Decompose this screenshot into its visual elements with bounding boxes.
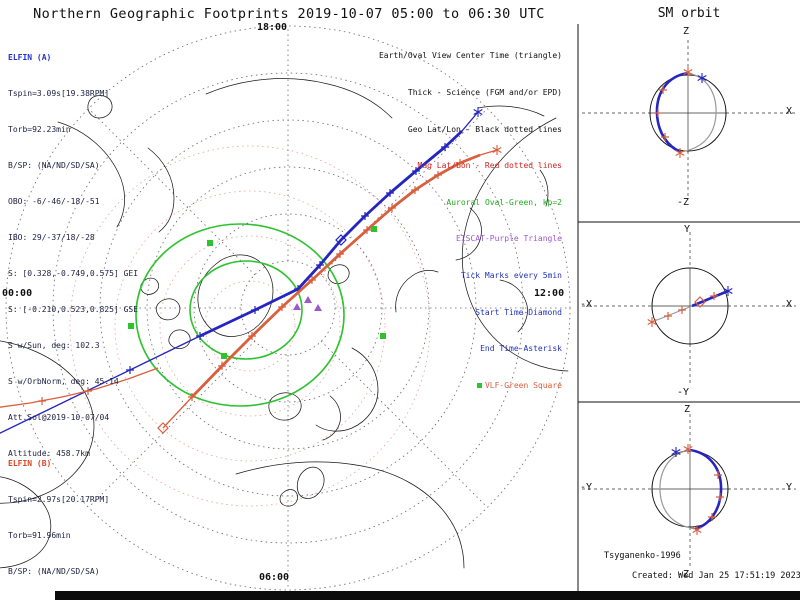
legend-line: Tick Marks every 5min	[460, 271, 562, 281]
elfin-a-line: OBO: -6/-46/-18/-51	[8, 197, 100, 206]
map-clock-label-bottom: 06:00	[258, 572, 290, 583]
legend-line: EISCAT-Purple Triangle	[456, 234, 562, 244]
legend-line: VLF-Green Square	[484, 380, 562, 390]
sm2-axis-neg-y: -Y	[677, 387, 690, 398]
orbit-arc-far	[659, 449, 696, 530]
map-clock-label-left: 00:00	[2, 288, 33, 299]
sm2-axis-x: X	[786, 299, 793, 310]
elfin-a-line: IBO: 29/-37/18/-28	[8, 233, 95, 242]
elfin-b-info-block: ELFIN (B) Tspin=2.97s[20.17RPM] Torb=91.…	[8, 434, 138, 600]
map-legend: Earth/Oval View Center Time (triangle) T…	[379, 26, 562, 417]
sm-panel-3-yz	[582, 414, 796, 566]
footprint-tracks-layer	[0, 107, 502, 434]
elfin-a-line: S w/Sun, deg: 102.3	[8, 341, 100, 350]
legend-line: Mag Lat/Lon - Red dotted lines	[417, 161, 563, 171]
page-title: Northern Geographic Footprints 2019-10-0…	[33, 6, 545, 22]
sm-panel-frames	[577, 24, 800, 591]
map-clock-label-top: 18:00	[256, 22, 288, 33]
sm2-axis-y: Y	[684, 224, 691, 235]
orbit-arc-near	[689, 448, 723, 531]
legend-line: Thick - Science (FGM and/or EPD)	[407, 88, 562, 98]
sm-panel-2-xy	[582, 232, 796, 384]
sm1-axis-x: X	[786, 106, 793, 117]
elfin-a-line: S: [0.328,-0.749,0.575] GEI	[8, 269, 139, 278]
elfin-a-line: Altitude: 458.7km	[8, 449, 90, 458]
legend-line-vlf: VLF-Green Square	[379, 380, 562, 392]
elfin-b-line: Torb=91.96min	[8, 531, 71, 540]
legend-line: Geo Lat/Lon - Black dotted lines	[407, 124, 562, 134]
vlf-green-square-icon	[476, 382, 482, 388]
sm-panel-1-xz	[582, 40, 796, 196]
continents	[0, 78, 569, 569]
legend-line: Start Time-Diamond	[475, 307, 562, 317]
sm3-axis-y: Y	[786, 482, 793, 493]
sm3-axis-z: Z	[684, 404, 691, 415]
elfin-a-title: ELFIN (A)	[8, 53, 52, 62]
legend-line: Earth/Oval View Center Time (triangle)	[378, 51, 562, 61]
sm1-axis-z: Z	[683, 26, 690, 37]
sm2-axis-neg-x: -X	[580, 299, 593, 310]
created-timestamp: Created: Wed Jan 25 17:51:19 2023	[632, 571, 800, 581]
sm-orbit-markers-layer	[647, 67, 733, 535]
elfin-a-line: Att.Sol@2019-10-07/04	[8, 413, 110, 422]
elfin-a-line: S: [-0.210,0.523,0.825] GSE	[8, 305, 139, 314]
elfin-a-info-block: ELFIN (A) Tspin=3.09s[19.38RPM] Torb=92.…	[8, 28, 138, 484]
elfin-a-line: Tspin=3.09s[19.38RPM]	[8, 89, 110, 98]
elfin-b-title: ELFIN (B)	[8, 459, 52, 468]
elfin-a-line: B/SP: (NA/ND/SD/SA)	[8, 161, 100, 170]
elfin-b-line: B/SP: (NA/ND/SD/SA)	[8, 567, 100, 576]
orbit-arc-near	[655, 71, 689, 154]
orbit-edge-near	[691, 289, 729, 308]
sm3-axis-neg-z: -Z	[677, 569, 690, 580]
map-clock-label-right: 12:00	[534, 288, 565, 299]
sm1-axis-neg-z: -Z	[677, 197, 690, 208]
orbit-edge-far	[651, 305, 693, 323]
geo-lat-lon-grid	[5, 25, 571, 591]
sm-orbit-title: SM orbit	[657, 6, 721, 21]
bottom-black-bar	[55, 591, 800, 600]
mag-lat-lon-grid	[69, 145, 431, 507]
legend-line: Auroral Oval-Green, kp=2	[446, 197, 562, 207]
legend-line: End Time-Asterisk	[480, 344, 562, 354]
elfin-a-line: S w/OrbNorm, deg: 45.14	[8, 377, 119, 386]
orbit-arc-far	[680, 72, 717, 153]
sm3-axis-neg-y: -Y	[580, 482, 593, 493]
elfin-a-line: Torb=92.23min	[8, 125, 71, 134]
elfin-b-line: Tspin=2.97s[20.17RPM]	[8, 495, 110, 504]
model-credit: Tsyganenko-1996	[604, 551, 681, 561]
